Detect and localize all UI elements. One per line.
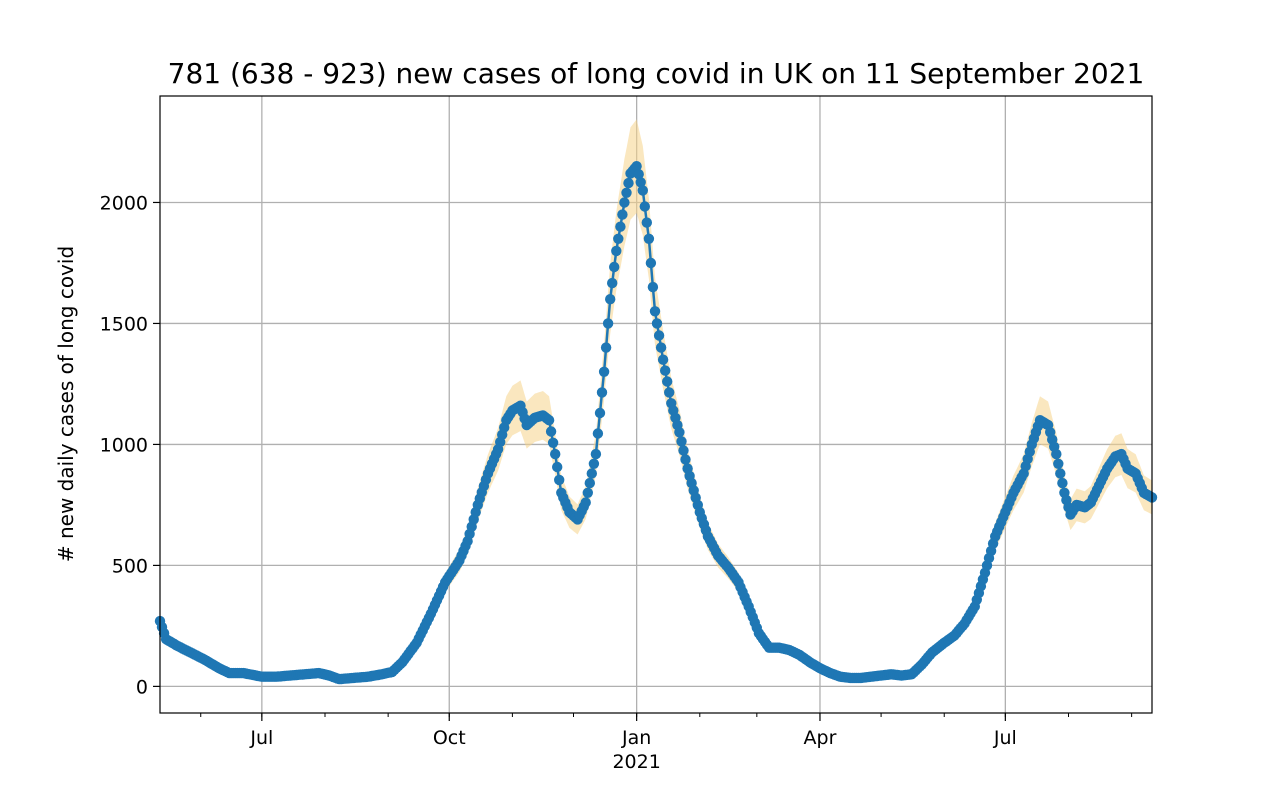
data-point (580, 497, 591, 508)
y-tick-label: 500 (112, 555, 148, 577)
data-point (550, 448, 561, 460)
data-point (590, 448, 602, 460)
data-point (1055, 468, 1066, 479)
data-point (655, 342, 667, 353)
x-tick-label: Apr (804, 727, 837, 749)
data-point (615, 221, 626, 232)
data-point (637, 185, 648, 196)
data-point (605, 294, 616, 305)
chart-title: 781 (638 - 923) new cases of long covid … (168, 57, 1145, 90)
data-point (635, 177, 646, 188)
grid (160, 96, 1152, 713)
data-point (1051, 448, 1062, 460)
series-line (158, 163, 1153, 681)
series-points (154, 161, 1158, 685)
uncertainty-band (160, 119, 1152, 683)
data-point (552, 461, 563, 473)
y-axis: 0 500 1000 1500 2000 (100, 192, 160, 698)
data-point (543, 415, 555, 426)
data-point (639, 201, 650, 212)
data-point (594, 407, 606, 419)
y-tick-label: 2000 (100, 192, 148, 214)
data-point (649, 306, 661, 317)
data-point (1053, 458, 1064, 469)
data-point (598, 366, 610, 377)
data-point (678, 445, 689, 456)
x-tick-label: Jul (249, 727, 273, 749)
data-point (680, 454, 691, 465)
data-point (554, 474, 565, 486)
data-point (602, 318, 614, 329)
data-point (676, 436, 687, 447)
data-point (617, 209, 628, 220)
data-point (641, 217, 652, 228)
data-point (623, 177, 634, 189)
y-tick-label: 0 (136, 676, 148, 698)
data-point (596, 387, 608, 398)
data-point (547, 437, 559, 448)
data-point (592, 428, 604, 439)
data-point (662, 376, 673, 387)
data-point (651, 318, 663, 329)
x-tick-sublabel: 2021 (612, 751, 660, 773)
data-point (653, 330, 665, 341)
data-point (611, 245, 622, 257)
data-point (619, 197, 630, 208)
x-tick-label: Jan (621, 727, 651, 749)
x-tick-label: Oct (433, 727, 466, 749)
data-point (674, 427, 685, 438)
data-point (664, 387, 675, 398)
series-line-path (158, 163, 1153, 681)
y-axis-label: # new daily cases of long covid (54, 246, 78, 562)
data-point (607, 277, 618, 289)
data-point (545, 426, 557, 437)
y-tick-label: 1000 (100, 434, 148, 456)
x-tick-label: Jul (993, 727, 1017, 749)
data-point (631, 161, 642, 172)
data-point (588, 458, 600, 469)
data-point (645, 257, 657, 269)
y-tick-label: 1500 (100, 313, 148, 335)
data-point (657, 354, 669, 365)
data-point (633, 169, 644, 180)
data-point (660, 365, 671, 376)
data-point (621, 187, 632, 198)
data-point (586, 468, 597, 479)
confidence-band (160, 119, 1152, 683)
plot-frame (159, 95, 1153, 714)
data-point (1057, 477, 1068, 489)
data-point (584, 477, 595, 489)
data-point (613, 233, 624, 244)
data-point (600, 342, 612, 353)
data-point (647, 281, 659, 293)
data-point (643, 233, 655, 244)
data-point (609, 261, 620, 273)
data-point (582, 487, 593, 498)
